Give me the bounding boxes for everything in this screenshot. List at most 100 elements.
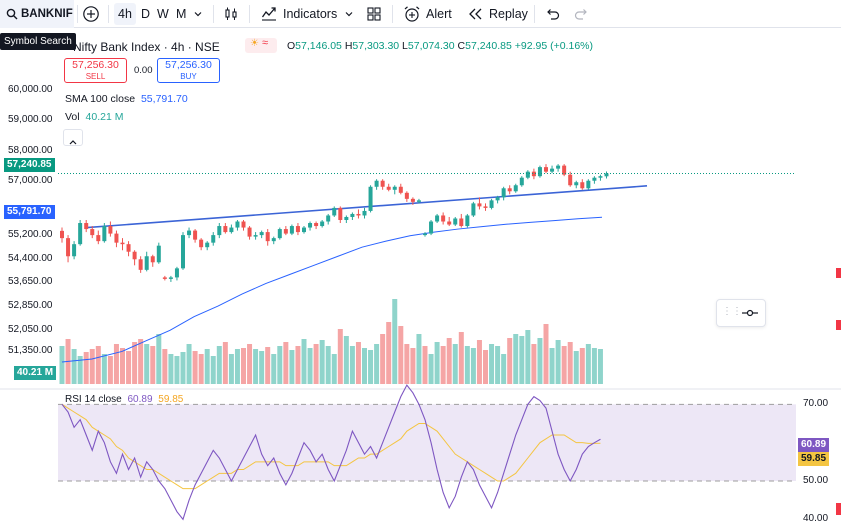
candle-body: [289, 226, 294, 234]
ohlc-c-label: C: [457, 40, 466, 52]
candle-body: [374, 180, 379, 187]
candle-body: [235, 221, 240, 228]
sell-price: 57,256.30: [72, 59, 119, 71]
sma-price-tag: 55,791.70: [4, 205, 55, 219]
volume-bar: [591, 348, 597, 384]
drawing-controls[interactable]: ⋮⋮: [716, 299, 766, 327]
volume-bar: [464, 346, 470, 384]
volume-bar: [107, 356, 113, 384]
edge-marker: [836, 268, 841, 278]
alert-button[interactable]: Alert: [403, 0, 452, 28]
indicators-button[interactable]: Indicators: [261, 0, 337, 28]
candle-body: [193, 230, 198, 240]
volume-bar: [198, 354, 204, 384]
candle-body: [598, 176, 603, 178]
chart-type-button[interactable]: [223, 0, 239, 28]
volume-bar: [204, 349, 210, 384]
candle-body: [277, 229, 282, 239]
candle-body: [114, 233, 119, 243]
volume-bar: [398, 326, 404, 384]
edge-marker: [836, 320, 841, 330]
volume-bar: [325, 346, 331, 384]
interval-w[interactable]: W: [157, 0, 169, 28]
candle-body: [604, 173, 609, 177]
candle-body: [368, 186, 373, 211]
sell-label: SELL: [85, 72, 106, 81]
interval-w-label: W: [157, 7, 169, 21]
symbol-search-tooltip: Symbol Search: [0, 33, 76, 50]
volume-bar: [186, 344, 192, 384]
candle-body: [332, 207, 337, 216]
rsi-line: [61, 384, 601, 521]
volume-bar: [192, 351, 198, 384]
volume-bar: [434, 342, 440, 384]
candle-body: [453, 218, 458, 225]
interval-dropdown[interactable]: [193, 0, 203, 28]
candle-body: [138, 259, 143, 270]
volume-bar: [247, 344, 253, 384]
chevron-up-icon: [68, 133, 78, 151]
redo-icon: [574, 6, 590, 22]
volume-bar: [362, 348, 367, 384]
undo-button[interactable]: [544, 0, 560, 28]
candle-body: [241, 221, 246, 228]
candle-body: [362, 210, 367, 216]
buy-button[interactable]: 57,256.30 BUY: [157, 58, 220, 83]
drag-handle-icon[interactable]: ⋮⋮: [722, 306, 742, 317]
volume-bar: [579, 348, 585, 384]
volume-bar: [458, 332, 464, 384]
market-status-badge[interactable]: ☀ ≈: [245, 37, 277, 53]
replay-button[interactable]: Replay: [467, 0, 528, 28]
interval-d[interactable]: D: [141, 0, 150, 28]
volume-bar: [234, 349, 240, 384]
buy-label: BUY: [180, 72, 197, 81]
sun-icon: ☀: [250, 38, 259, 49]
symbol-search-button[interactable]: BANKNIF: [0, 0, 74, 28]
candle-body: [259, 232, 264, 236]
rsi-legend[interactable]: RSI 14 close 60.89 59.85: [65, 394, 183, 405]
volume-bar: [531, 344, 537, 384]
ohlc-h-label: H: [344, 40, 353, 52]
volume-bar: [597, 349, 603, 384]
volume-bar: [561, 346, 567, 384]
volume-bar: [168, 354, 174, 384]
interval-m[interactable]: M: [176, 0, 186, 28]
candle-body: [586, 180, 591, 189]
vol-legend[interactable]: Vol 40.21 M: [65, 111, 123, 123]
candle-body: [217, 226, 222, 236]
price-tick-label: 57,000.00: [8, 174, 53, 186]
volume-bar: [156, 334, 162, 384]
search-icon: [6, 8, 18, 20]
volume-bar: [355, 342, 361, 384]
volume-bar: [289, 350, 295, 384]
candle-body: [150, 256, 155, 263]
candle-body: [90, 229, 95, 236]
symbol-name: BANKNIF: [21, 8, 73, 20]
alarm-clock-icon: [403, 5, 421, 23]
candle-body: [223, 226, 228, 233]
sma-value: 55,791.70: [140, 93, 188, 105]
redo-button[interactable]: [574, 0, 590, 28]
candle-body: [568, 174, 573, 186]
layouts-button[interactable]: [366, 0, 382, 28]
candle-body: [344, 216, 349, 220]
volume-bar: [476, 340, 482, 384]
slider-icon: [740, 306, 760, 325]
rsi-label: RSI 14 close: [65, 394, 122, 405]
rsi-tick-label: 40.00: [803, 513, 829, 525]
compare-add-button[interactable]: [82, 0, 100, 28]
interval-4h[interactable]: 4h: [114, 3, 136, 25]
trendline: [86, 185, 648, 229]
sell-button[interactable]: 57,256.30 SELL: [64, 58, 127, 83]
candle-body: [501, 188, 506, 198]
volume-bar: [410, 348, 416, 384]
collapse-legend-button[interactable]: [63, 129, 83, 146]
candle-body: [120, 242, 125, 245]
indicators-dropdown[interactable]: [344, 0, 354, 28]
ohlc-values: O57,146.05 H57,303.30 L57,074.30 C57,240…: [287, 40, 593, 52]
sma-legend[interactable]: SMA 100 close 55,791.70: [65, 93, 188, 105]
volume-bar: [307, 348, 313, 384]
volume-bar: [89, 349, 95, 384]
candle-body: [459, 218, 464, 227]
